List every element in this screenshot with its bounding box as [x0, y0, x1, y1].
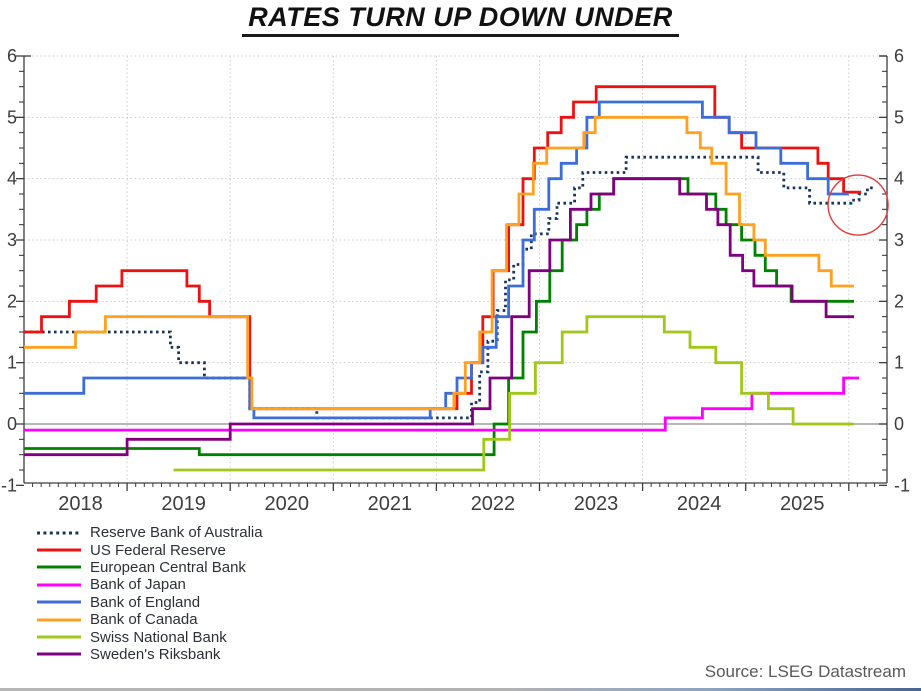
series-line-us-federal-reserve	[24, 85, 862, 411]
series-line-swiss-national-bank	[173, 315, 854, 472]
legend-label: Reserve Bank of Australia	[90, 524, 263, 542]
x-axis-label: 2018	[58, 493, 103, 515]
legend-item-us-federal-reserve: US Federal Reserve	[36, 541, 263, 559]
chart-legend: Reserve Bank of Australia US Federal Rese…	[36, 524, 263, 663]
bottom-rule	[0, 688, 921, 691]
y-axis-label-left: 1	[7, 353, 17, 373]
legend-swatch	[37, 635, 81, 639]
y-axis-label-left: 4	[7, 169, 17, 189]
legend-swatch	[37, 652, 81, 656]
series-line-sweden-s-riksbank	[24, 177, 854, 457]
legend-label: US Federal Reserve	[90, 541, 226, 559]
legend-swatch	[37, 531, 81, 535]
x-axis-label: 2021	[368, 493, 413, 515]
y-axis-label-right: 0	[894, 414, 904, 434]
legend-label: Swiss National Bank	[90, 628, 227, 646]
y-axis-label-left: 2	[7, 291, 17, 311]
y-axis-label-right: 2	[894, 291, 904, 311]
x-axis-label: 2023	[574, 493, 619, 515]
y-axis-label-right: 1	[894, 353, 904, 373]
legend-label: Sweden's Riksbank	[90, 645, 221, 663]
legend-item-bank-of-canada: Bank of Canada	[36, 611, 263, 628]
legend-item-reserve-bank-of-australia: Reserve Bank of Australia	[36, 524, 263, 541]
series-line-european-central-bank	[24, 177, 854, 457]
x-axis-label: 2020	[265, 493, 310, 515]
x-axis-label: 2025	[780, 493, 825, 515]
y-axis-label-left: 0	[7, 414, 17, 434]
x-axis-label: 2019	[161, 493, 206, 515]
series-line-bank-of-canada	[24, 115, 854, 411]
y-axis-label-right: 6	[894, 46, 904, 66]
y-axis-label-right: 4	[894, 169, 904, 189]
legend-swatch	[37, 548, 81, 552]
series-line-bank-of-england	[24, 100, 849, 420]
legend-label: European Central Bank	[90, 558, 246, 576]
series-line-bank-of-japan	[24, 376, 860, 432]
legend-label: Bank of Japan	[90, 576, 186, 594]
y-axis-label-left: 5	[7, 107, 17, 127]
legend-item-bank-of-japan: Bank of Japan	[36, 576, 263, 593]
legend-item-european-central-bank: European Central Bank	[36, 559, 263, 576]
legend-item-bank-of-england: Bank of England	[36, 594, 263, 611]
legend-item-sweden-s-riksbank: Sweden's Riksbank	[36, 646, 263, 663]
highlight-circle-annotation	[827, 174, 889, 236]
legend-label: Bank of Canada	[90, 611, 198, 629]
page-title: RATES TURN UP DOWN UNDER	[0, 2, 921, 37]
y-axis-label-right: -1	[894, 475, 910, 495]
chart-title-text: RATES TURN UP DOWN UNDER	[242, 2, 679, 37]
y-axis-label-left: 3	[7, 230, 17, 250]
legend-swatch	[37, 583, 81, 587]
y-axis-label-left: 6	[7, 46, 17, 66]
x-axis-label: 2024	[677, 493, 722, 515]
legend-swatch	[37, 600, 81, 604]
rates-line-chart: -1 -1 0 0 1 1 2 2 3 3 4 4 5 5 6 6 2018 2019 2020 2021 2022 20…	[1, 46, 910, 515]
source-credit: Source: LSEG Datastream	[704, 662, 906, 681]
y-axis-label-left: -1	[1, 475, 17, 495]
legend-item-swiss-national-bank: Swiss National Bank	[36, 628, 263, 646]
y-axis-label-right: 5	[894, 107, 904, 127]
x-axis-label: 2022	[471, 493, 516, 515]
legend-swatch	[37, 565, 81, 569]
y-axis-label-right: 3	[894, 230, 904, 250]
legend-label: Bank of England	[90, 593, 201, 611]
legend-swatch	[37, 618, 81, 622]
